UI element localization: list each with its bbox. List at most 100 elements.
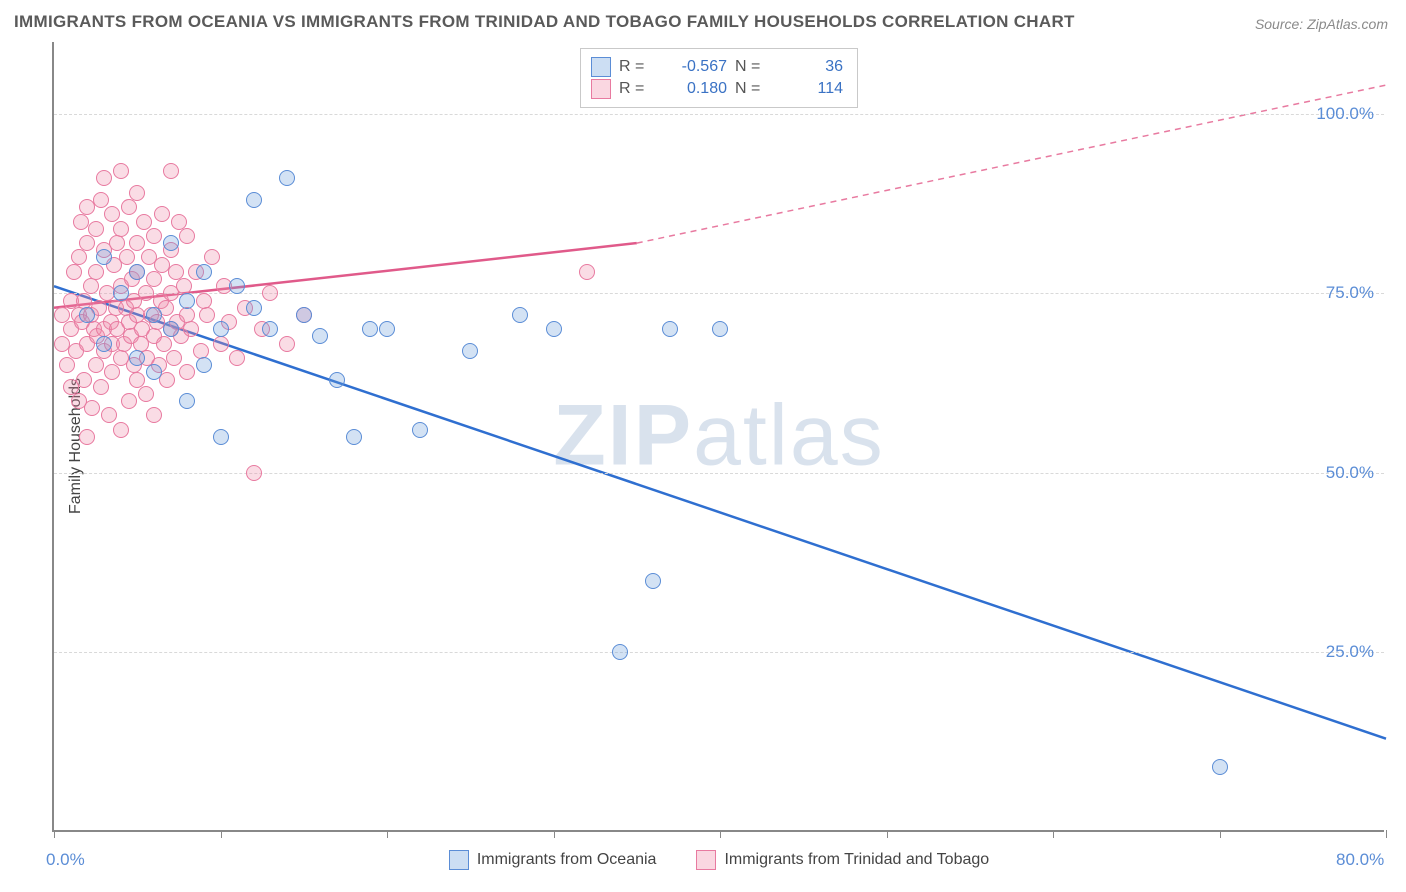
data-point [246, 300, 262, 316]
data-point [119, 249, 135, 265]
data-point [163, 321, 179, 337]
data-point [229, 350, 245, 366]
swatch-oceania [591, 57, 611, 77]
data-point [163, 163, 179, 179]
data-point [93, 379, 109, 395]
data-point [113, 221, 129, 237]
data-point [662, 321, 678, 337]
data-point [179, 393, 195, 409]
gridline-h [54, 114, 1384, 115]
data-point [262, 285, 278, 301]
correlation-legend: R = -0.567 N = 36 R = 0.180 N = 114 [580, 48, 858, 108]
data-point [109, 235, 125, 251]
x-tick [1220, 830, 1221, 838]
data-point [138, 285, 154, 301]
data-point [84, 400, 100, 416]
data-point [612, 644, 628, 660]
data-point [93, 192, 109, 208]
data-point [73, 214, 89, 230]
source-label: Source: [1255, 16, 1303, 32]
source-attribution: Source: ZipAtlas.com [1255, 16, 1388, 32]
data-point [113, 422, 129, 438]
data-point [262, 321, 278, 337]
n-label: N = [735, 58, 775, 76]
data-point [76, 372, 92, 388]
legend-row-oceania: R = -0.567 N = 36 [591, 57, 843, 77]
y-tick-label: 100.0% [1316, 104, 1374, 124]
data-point [88, 357, 104, 373]
data-point [229, 278, 245, 294]
watermark: ZIPatlas [553, 387, 884, 486]
data-point [412, 422, 428, 438]
data-point [146, 364, 162, 380]
data-point [204, 249, 220, 265]
swatch-trinidad [591, 79, 611, 99]
swatch-trinidad-icon [696, 850, 716, 870]
data-point [79, 307, 95, 323]
data-point [101, 407, 117, 423]
legend-label-oceania: Immigrants from Oceania [477, 851, 657, 869]
data-point [579, 264, 595, 280]
data-point [512, 307, 528, 323]
data-point [88, 264, 104, 280]
series-legend: Immigrants from Oceania Immigrants from … [54, 850, 1384, 870]
scatter-plot-area: ZIPatlas R = -0.567 N = 36 R = 0.180 N =… [52, 42, 1384, 832]
data-point [213, 321, 229, 337]
x-tick-label-0: 0.0% [46, 850, 85, 870]
data-point [71, 249, 87, 265]
data-point [296, 307, 312, 323]
data-point [163, 235, 179, 251]
data-point [146, 271, 162, 287]
data-point [196, 264, 212, 280]
data-point [179, 364, 195, 380]
r-value-oceania: -0.567 [667, 58, 727, 76]
data-point [96, 336, 112, 352]
data-point [183, 321, 199, 337]
data-point [113, 163, 129, 179]
x-tick [1053, 830, 1054, 838]
data-point [154, 206, 170, 222]
data-point [129, 235, 145, 251]
data-point [246, 465, 262, 481]
watermark-atlas: atlas [693, 388, 885, 484]
data-point [1212, 759, 1228, 775]
x-tick [54, 830, 55, 838]
data-point [121, 199, 137, 215]
data-point [129, 350, 145, 366]
data-point [279, 170, 295, 186]
data-point [166, 350, 182, 366]
data-point [346, 429, 362, 445]
data-point [179, 293, 195, 309]
data-point [136, 214, 152, 230]
chart-title: IMMIGRANTS FROM OCEANIA VS IMMIGRANTS FR… [14, 12, 1075, 32]
data-point [462, 343, 478, 359]
data-point [88, 221, 104, 237]
data-point [138, 386, 154, 402]
data-point [146, 307, 162, 323]
watermark-zip: ZIP [553, 388, 693, 484]
gridline-h [54, 293, 1384, 294]
data-point [279, 336, 295, 352]
x-tick-label-80: 80.0% [1336, 850, 1384, 870]
swatch-oceania-icon [449, 850, 469, 870]
legend-row-trinidad: R = 0.180 N = 114 [591, 79, 843, 99]
data-point [59, 357, 75, 373]
data-point [213, 429, 229, 445]
data-point [146, 407, 162, 423]
data-point [199, 307, 215, 323]
data-point [96, 170, 112, 186]
data-point [712, 321, 728, 337]
r-label: R = [619, 80, 659, 98]
y-tick-label: 75.0% [1326, 283, 1374, 303]
data-point [104, 364, 120, 380]
data-point [156, 336, 172, 352]
data-point [146, 228, 162, 244]
source-value: ZipAtlas.com [1307, 16, 1388, 32]
data-point [83, 278, 99, 294]
x-tick [887, 830, 888, 838]
n-value-oceania: 36 [783, 58, 843, 76]
data-point [329, 372, 345, 388]
data-point [179, 228, 195, 244]
data-point [546, 321, 562, 337]
n-label: N = [735, 80, 775, 98]
